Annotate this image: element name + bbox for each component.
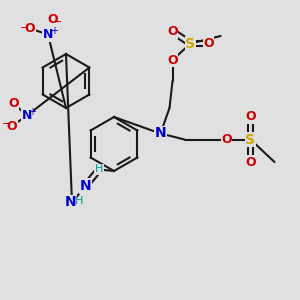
Text: O: O (221, 133, 232, 146)
Text: +: + (50, 26, 58, 36)
Text: −: − (20, 23, 29, 34)
Text: O: O (167, 25, 178, 38)
Text: N: N (80, 179, 91, 193)
Text: O: O (7, 119, 17, 133)
Text: H: H (95, 164, 103, 175)
Text: O: O (25, 22, 35, 35)
Text: O: O (203, 37, 214, 50)
Text: O: O (8, 97, 19, 110)
Text: S: S (185, 37, 196, 50)
Text: N: N (43, 28, 53, 41)
Text: H: H (74, 196, 83, 206)
Text: +: + (28, 107, 36, 117)
Text: S: S (245, 133, 256, 146)
Text: O: O (47, 13, 58, 26)
Text: O: O (245, 155, 256, 169)
Text: O: O (245, 110, 256, 124)
Text: N: N (65, 196, 76, 209)
Text: −: − (2, 119, 11, 130)
Text: O: O (167, 53, 178, 67)
Text: N: N (155, 127, 166, 140)
Text: −: − (53, 17, 63, 27)
Text: N: N (22, 109, 32, 122)
